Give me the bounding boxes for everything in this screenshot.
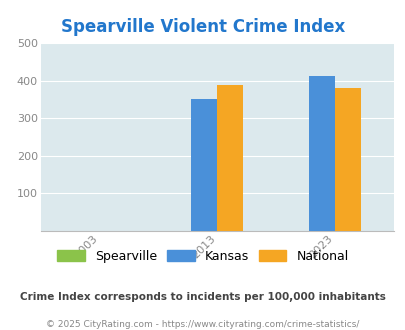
Text: © 2025 CityRating.com - https://www.cityrating.com/crime-statistics/: © 2025 CityRating.com - https://www.city… bbox=[46, 320, 359, 329]
Bar bbox=[308, 76, 334, 231]
Legend: Spearville, Kansas, National: Spearville, Kansas, National bbox=[57, 250, 348, 263]
Bar bbox=[191, 99, 217, 231]
Bar bbox=[334, 88, 360, 231]
Text: Spearville Violent Crime Index: Spearville Violent Crime Index bbox=[61, 18, 344, 36]
Bar bbox=[217, 85, 243, 231]
Text: Crime Index corresponds to incidents per 100,000 inhabitants: Crime Index corresponds to incidents per… bbox=[20, 292, 385, 302]
